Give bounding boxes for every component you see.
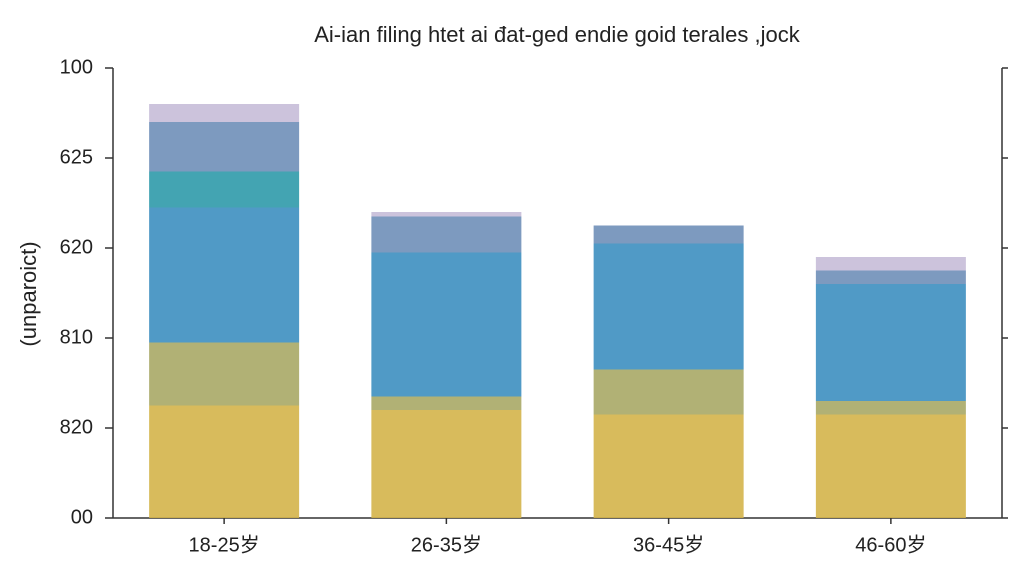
bar-segment [371, 252, 522, 397]
bar-segment [371, 212, 522, 217]
y-tick-label: 820 [60, 416, 93, 438]
y-tick-label: 810 [60, 326, 93, 348]
bar-segment [815, 257, 966, 271]
bar-segment [593, 243, 744, 370]
bar-segment [593, 414, 744, 518]
bar-segment [815, 270, 966, 284]
x-tick-label: 36-45岁 [633, 533, 704, 556]
bar-segment [593, 225, 744, 244]
y-tick-label: 00 [71, 506, 93, 528]
y-tick-label: 620 [60, 236, 93, 258]
bar-segment [815, 414, 966, 518]
bar-segment [149, 405, 300, 518]
x-tick-label: 46-60岁 [855, 533, 926, 556]
bar-segment [149, 207, 300, 343]
bar-segment [149, 122, 300, 172]
y-tick-label: 625 [60, 146, 93, 168]
bar-segment [371, 396, 522, 410]
bar-segment [149, 342, 300, 406]
bar-segment [149, 104, 300, 122]
bar-segment [371, 216, 522, 253]
bar-segment [815, 284, 966, 401]
chart-title: Ai-ian filing htet ai đat-ged endie goid… [314, 22, 801, 47]
bar-segment [815, 401, 966, 415]
y-tick-label: 100 [60, 56, 93, 78]
bar-segment [149, 171, 300, 208]
y-axis-label: (unparoict) [16, 241, 41, 346]
bar-segment [593, 369, 744, 415]
x-tick-label: 26-35岁 [411, 533, 482, 556]
x-tick-label: 18-25岁 [189, 533, 260, 556]
bar-segment [371, 410, 522, 518]
